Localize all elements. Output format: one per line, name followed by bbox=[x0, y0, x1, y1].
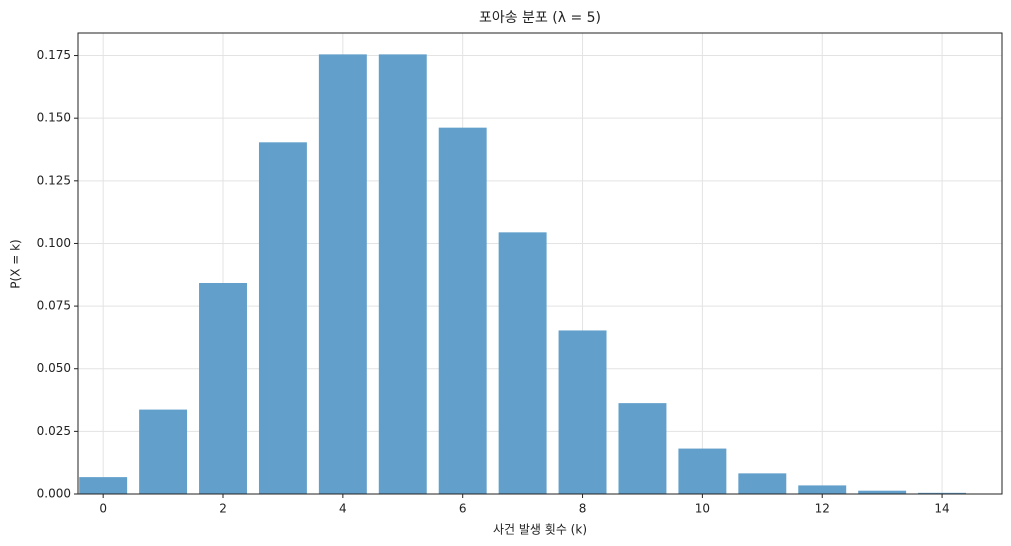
x-tick-label: 2 bbox=[219, 502, 227, 516]
x-tick-label: 12 bbox=[815, 502, 830, 516]
bar bbox=[498, 232, 547, 494]
bar bbox=[858, 490, 907, 494]
x-tick-label: 6 bbox=[459, 502, 467, 516]
y-tick-label: 0.000 bbox=[37, 487, 71, 501]
bar bbox=[678, 448, 727, 494]
y-tick-label: 0.150 bbox=[37, 111, 71, 125]
bar bbox=[79, 477, 128, 494]
bar bbox=[258, 142, 307, 494]
y-tick-label: 0.025 bbox=[37, 424, 71, 438]
y-tick-label: 0.050 bbox=[37, 361, 71, 375]
y-tick-label: 0.125 bbox=[37, 173, 71, 187]
bar bbox=[378, 54, 427, 494]
bar bbox=[199, 282, 247, 494]
y-axis-label: P(X = k) bbox=[9, 239, 23, 288]
chart-title: 포아송 분포 (λ = 5) bbox=[479, 10, 601, 26]
x-tick-label: 0 bbox=[99, 502, 107, 516]
x-tick-label: 14 bbox=[934, 502, 949, 516]
bar bbox=[918, 492, 967, 494]
x-tick-label: 8 bbox=[579, 502, 587, 516]
bar bbox=[139, 409, 188, 494]
plot-frame bbox=[77, 32, 1003, 495]
bar bbox=[438, 127, 487, 494]
x-tick-label: 10 bbox=[695, 502, 710, 516]
bar bbox=[738, 473, 787, 494]
bar bbox=[798, 485, 847, 494]
bar bbox=[618, 403, 667, 494]
bar bbox=[318, 54, 367, 494]
y-tick-label: 0.100 bbox=[37, 236, 71, 250]
y-tick-label: 0.175 bbox=[37, 48, 71, 62]
x-tick-label: 4 bbox=[339, 502, 347, 516]
bar bbox=[558, 330, 607, 494]
y-tick-label: 0.075 bbox=[37, 299, 71, 313]
x-axis-label: 사건 발생 횟수 (k) bbox=[493, 523, 587, 537]
